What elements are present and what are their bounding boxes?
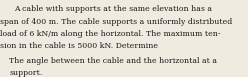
- Text: span of 400 m. The cable supports a uniformly distributed: span of 400 m. The cable supports a unif…: [0, 18, 232, 26]
- Text: A cable with supports at the same elevation has a: A cable with supports at the same elevat…: [14, 5, 212, 13]
- Text: load of 6 kN/m along the horizontal. The maximum ten-: load of 6 kN/m along the horizontal. The…: [0, 30, 220, 38]
- Text: support.: support.: [9, 69, 43, 77]
- Text: The angle between the cable and the horizontal at a: The angle between the cable and the hori…: [9, 57, 217, 65]
- Text: sion in the cable is 5000 kN. Determine: sion in the cable is 5000 kN. Determine: [0, 42, 158, 50]
